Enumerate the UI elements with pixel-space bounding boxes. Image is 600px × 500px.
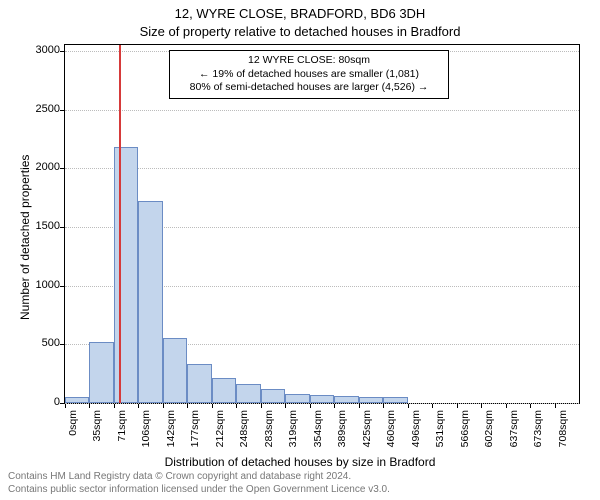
bar: [334, 396, 358, 403]
bar: [383, 397, 407, 403]
gridline: [65, 403, 579, 404]
annotation-line: ← 19% of detached houses are smaller (1,…: [176, 68, 442, 82]
x-tick-label: 177sqm: [189, 410, 201, 460]
property-marker-line: [119, 45, 121, 403]
x-tick-mark: [481, 404, 482, 408]
x-axis-title: Distribution of detached houses by size …: [0, 455, 600, 469]
gridline: [65, 110, 579, 111]
x-tick-label: 637sqm: [508, 410, 520, 460]
footer-line2: Contains public sector information licen…: [8, 484, 390, 497]
x-tick-mark: [138, 404, 139, 408]
bar: [163, 338, 187, 403]
x-tick-mark: [457, 404, 458, 408]
title-address: 12, WYRE CLOSE, BRADFORD, BD6 3DH: [0, 6, 600, 21]
x-tick-label: 566sqm: [459, 410, 471, 460]
bar: [138, 201, 162, 403]
x-tick-label: 0sqm: [67, 410, 79, 460]
bar: [285, 394, 309, 403]
x-tick-mark: [163, 404, 164, 408]
annotation-box: 12 WYRE CLOSE: 80sqm← 19% of detached ho…: [169, 50, 449, 99]
y-tick-label: 0: [10, 396, 60, 408]
bar: [261, 389, 285, 403]
bar: [212, 378, 236, 403]
x-tick-label: 142sqm: [165, 410, 177, 460]
annotation-line: 12 WYRE CLOSE: 80sqm: [176, 54, 442, 68]
x-tick-label: 283sqm: [263, 410, 275, 460]
x-tick-label: 389sqm: [336, 410, 348, 460]
x-tick-mark: [383, 404, 384, 408]
x-tick-mark: [187, 404, 188, 408]
x-tick-mark: [334, 404, 335, 408]
bar: [65, 397, 89, 403]
x-tick-mark: [65, 404, 66, 408]
figure-root: 12, WYRE CLOSE, BRADFORD, BD6 3DH Size o…: [0, 0, 600, 500]
x-tick-mark: [114, 404, 115, 408]
annotation-line: 80% of semi-detached houses are larger (…: [176, 81, 442, 95]
x-tick-label: 319sqm: [287, 410, 299, 460]
x-tick-label: 354sqm: [312, 410, 324, 460]
x-tick-mark: [285, 404, 286, 408]
gridline: [65, 168, 579, 169]
x-tick-mark: [212, 404, 213, 408]
y-tick-label: 500: [10, 337, 60, 349]
plot-area: 12 WYRE CLOSE: 80sqm← 19% of detached ho…: [64, 44, 580, 404]
y-axis-label: Number of detached properties: [18, 155, 32, 320]
x-tick-label: 496sqm: [410, 410, 422, 460]
x-tick-label: 673sqm: [532, 410, 544, 460]
x-tick-label: 71sqm: [116, 410, 128, 460]
x-tick-mark: [506, 404, 507, 408]
x-tick-mark: [89, 404, 90, 408]
bar: [236, 384, 260, 403]
x-tick-mark: [359, 404, 360, 408]
x-tick-mark: [555, 404, 556, 408]
x-tick-label: 708sqm: [557, 410, 569, 460]
y-tick-label: 1500: [10, 220, 60, 232]
title-subtitle: Size of property relative to detached ho…: [0, 24, 600, 39]
y-tick-label: 3000: [10, 44, 60, 56]
x-tick-label: 106sqm: [140, 410, 152, 460]
bar: [114, 147, 138, 403]
x-tick-label: 35sqm: [91, 410, 103, 460]
x-tick-mark: [408, 404, 409, 408]
x-tick-mark: [236, 404, 237, 408]
x-tick-mark: [432, 404, 433, 408]
y-tick-label: 2500: [10, 103, 60, 115]
bar: [89, 342, 113, 403]
x-tick-label: 602sqm: [483, 410, 495, 460]
x-tick-label: 212sqm: [214, 410, 226, 460]
bar: [310, 395, 334, 403]
bar: [359, 397, 383, 403]
x-tick-mark: [261, 404, 262, 408]
x-tick-label: 531sqm: [434, 410, 446, 460]
x-tick-label: 460sqm: [385, 410, 397, 460]
footer-line1: Contains HM Land Registry data © Crown c…: [8, 471, 390, 484]
x-tick-mark: [310, 404, 311, 408]
footer-attribution: Contains HM Land Registry data © Crown c…: [8, 471, 390, 496]
y-tick-label: 2000: [10, 161, 60, 173]
x-tick-mark: [530, 404, 531, 408]
bar: [187, 364, 211, 403]
x-tick-label: 425sqm: [361, 410, 373, 460]
y-tick-label: 1000: [10, 279, 60, 291]
x-tick-label: 248sqm: [238, 410, 250, 460]
